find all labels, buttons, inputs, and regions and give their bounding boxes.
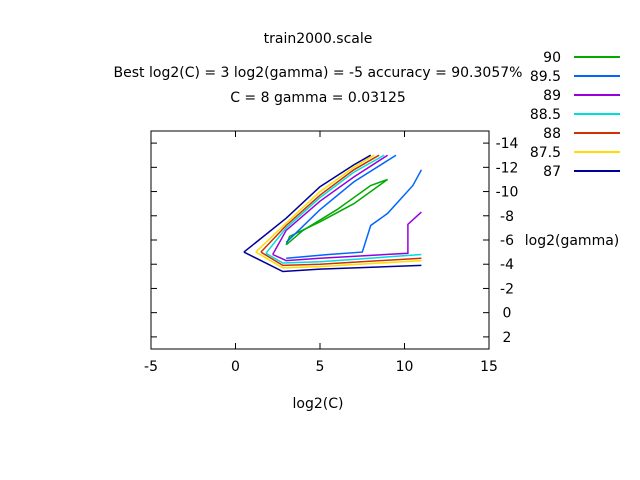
y-tick-label: -2 [500,281,514,297]
legend-label: 88.5 [530,107,561,123]
series-line-88 [260,251,422,267]
legend-label: 88 [543,126,561,142]
series-line-88.5 [265,252,422,264]
legend-label: 90 [543,50,561,66]
x-axis-label: log2(C) [293,396,344,412]
series-branch-87 [243,154,372,253]
y-tick-label: -12 [496,160,519,176]
x-tick-label: 10 [396,359,414,375]
series-line-89.5 [286,169,423,259]
legend: 90 89.5 89 88.5 88 87.5 87 [530,50,620,180]
y-tick-label: -10 [496,185,519,201]
y-axis-ticks: -14 -12 -10 -8 -6 -4 -2 0 2 [151,136,519,346]
x-tick-label: 5 [316,359,325,375]
series-branch-88 [260,154,380,253]
y-axis-label: log2(gamma) [525,233,620,249]
series-line-89 [272,211,422,262]
y-tick-label: -8 [500,209,514,225]
y-tick-label: 2 [503,330,512,346]
legend-label: 89.5 [530,69,561,85]
legend-label: 87 [543,164,561,180]
chart-subtitle-line2: C = 8 gamma = 0.03125 [230,90,406,106]
chart-title: train2000.scale [264,31,373,47]
series-line-87.5 [255,251,422,269]
legend-label: 87.5 [530,145,561,161]
series-branch-88.5 [265,154,385,254]
series-layer [243,154,423,273]
series-branch-87.5 [255,154,375,253]
series-branch-89.5 [285,154,397,243]
y-tick-label: -4 [500,257,514,273]
y-tick-label: 0 [503,306,512,322]
series-branch-90 [285,178,388,246]
x-tick-label: -5 [144,359,158,375]
chart-subtitle-line1: Best log2(C) = 3 log2(gamma) = -5 accura… [114,65,523,81]
y-tick-label: -14 [496,136,519,152]
legend-label: 89 [543,88,561,104]
x-tick-label: 15 [480,359,498,375]
x-tick-label: 0 [231,359,240,375]
series-line-87 [243,251,422,273]
y-tick-label: -6 [500,233,514,249]
plot-frame [150,130,490,350]
x-axis-ticks: -5 0 5 10 15 [144,131,498,375]
series-branch-89 [272,154,389,255]
